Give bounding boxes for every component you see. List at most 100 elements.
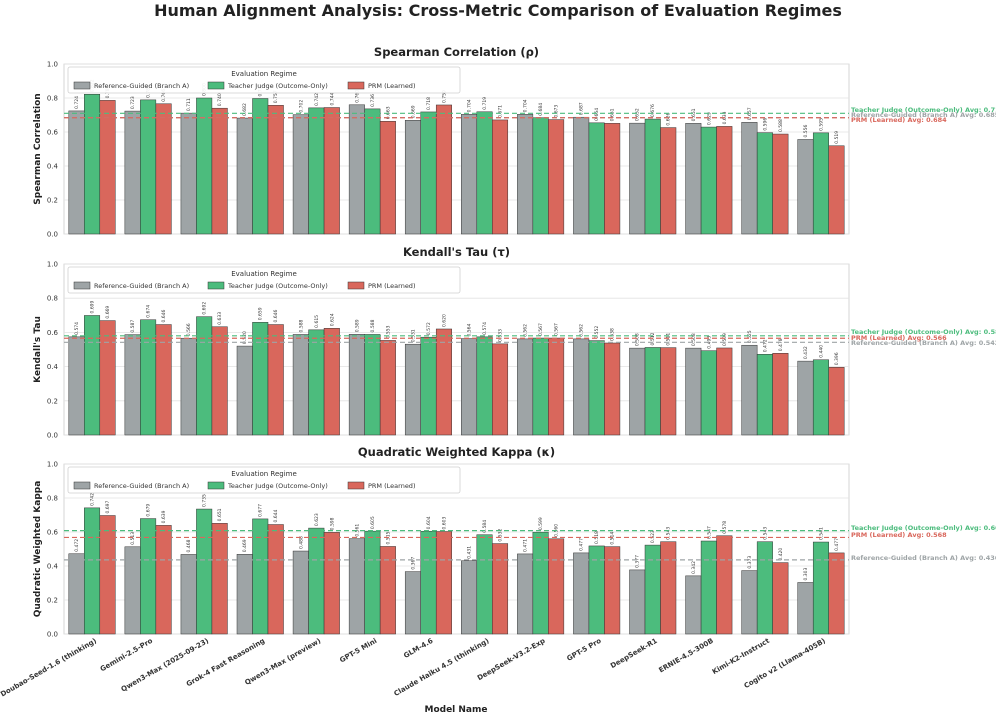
bar-value-label: 0.541 [818,527,824,540]
bar [797,582,814,635]
bar-value-label: 0.654 [594,108,600,121]
bar-value-label: 0.469 [242,539,248,552]
bar-value-label: 0.508 [635,333,641,346]
bar-value-label: 0.488 [298,536,304,549]
bar-value-label: 0.620 [441,314,447,327]
y-tick-label: 1.0 [47,261,58,269]
bar-value-label: 0.719 [482,97,488,110]
bar-value-label: 0.511 [666,333,672,346]
bar-value-label: 0.704 [523,99,529,112]
bar [211,107,228,235]
panel-title: Kendall's Tau (τ) [403,245,510,259]
bar [292,114,309,235]
bar-value-label: 0.420 [778,548,784,561]
bar [267,524,284,635]
average-label: PRM (Learned) Avg: 0.568 [851,531,947,539]
legend-entry: PRM (Learned) [368,482,415,490]
x-tick-label: Doubao-Seed-1.6 (thinking) [0,637,98,699]
bar [84,315,101,436]
bar [476,111,493,235]
y-tick-label: 0.0 [47,231,58,239]
y-tick-label: 0.8 [47,295,58,303]
bar-value-label: 0.566 [186,323,192,336]
bar-value-label: 0.525 [747,330,753,343]
bar [155,525,172,635]
bar-value-label: 0.646 [161,310,167,323]
bar [660,127,677,235]
bar [404,571,421,635]
panel-title: Quadratic Weighted Kappa (κ) [358,445,555,459]
x-axis-label: Model Name [425,705,488,715]
bar-value-label: 0.543 [666,527,672,540]
bar [435,328,452,436]
bar-value-label: 0.603 [441,516,447,529]
bar-value-label: 0.633 [217,312,223,325]
bar-value-label: 0.702 [298,100,304,113]
bar [812,541,829,635]
bar [267,324,284,436]
bar [716,535,733,635]
bar-value-label: 0.468 [186,539,192,552]
figure-title: Human Alignment Analysis: Cross-Metric C… [154,1,842,20]
bar [685,575,702,635]
y-tick-label: 0.2 [47,397,58,405]
bar-value-label: 0.679 [146,504,152,517]
bar [685,123,702,235]
legend-entry: Reference-Guided (Branch A) [94,482,189,490]
bar [548,538,565,635]
bar-value-label: 0.432 [803,346,809,359]
bar [532,337,549,436]
bar [756,354,773,436]
bar-value-label: 0.598 [329,517,335,530]
bar-value-label: 0.493 [706,336,712,349]
panel-1: Spearman Correlation (ρ) 0.0 0.2 0.4 0.6 0.8 1… [33,45,996,239]
legend: Evaluation Regime Reference-Guided (Branc… [67,66,461,94]
bar-value-label: 0.766 [161,89,167,102]
bar [364,334,381,436]
bar-value-label: 0.518 [594,531,600,544]
y-tick-label: 0.4 [47,363,59,371]
bar-value-label: 0.711 [186,98,192,111]
legend-swatch [207,481,225,490]
bar-value-label: 0.567 [538,323,544,336]
y-tick-label: 0.2 [47,597,58,605]
bar [99,100,116,235]
bar-value-label: 0.605 [370,516,376,529]
bar-value-label: 0.342 [691,561,697,574]
bar [660,541,677,635]
bar [379,546,396,635]
bar [180,112,197,235]
bar-value-label: 0.704 [467,99,473,112]
bar-value-label: 0.684 [538,103,544,116]
bar [700,540,717,635]
bar-value-label: 0.659 [258,307,264,320]
bar-value-label: 0.508 [691,333,697,346]
bar [420,336,437,436]
bar [68,336,85,436]
legend-swatch [73,81,91,90]
bar [379,340,396,436]
bar [180,337,197,436]
bar-value-label: 0.687 [579,102,585,115]
legend-swatch [73,281,91,290]
bar [308,329,325,436]
bar-value-label: 0.303 [803,567,809,580]
bar-value-label: 0.604 [426,516,432,529]
bar-value-label: 0.644 [273,510,279,523]
bar [323,532,340,635]
bar [700,126,717,235]
y-tick-label: 0.6 [47,329,59,337]
bar-value-label: 0.477 [579,538,585,551]
bar-value-label: 0.377 [635,555,641,568]
bar [517,553,534,635]
bar [236,554,253,635]
bar-value-label: 0.478 [778,338,784,351]
legend-title: Evaluation Regime [231,70,297,78]
bar-value-label: 0.682 [242,103,248,116]
legend-swatch [347,281,365,290]
bar [140,99,157,235]
y-tick-label: 1.0 [47,61,58,69]
bar [517,338,534,436]
bar [292,550,309,635]
bar [236,345,253,436]
